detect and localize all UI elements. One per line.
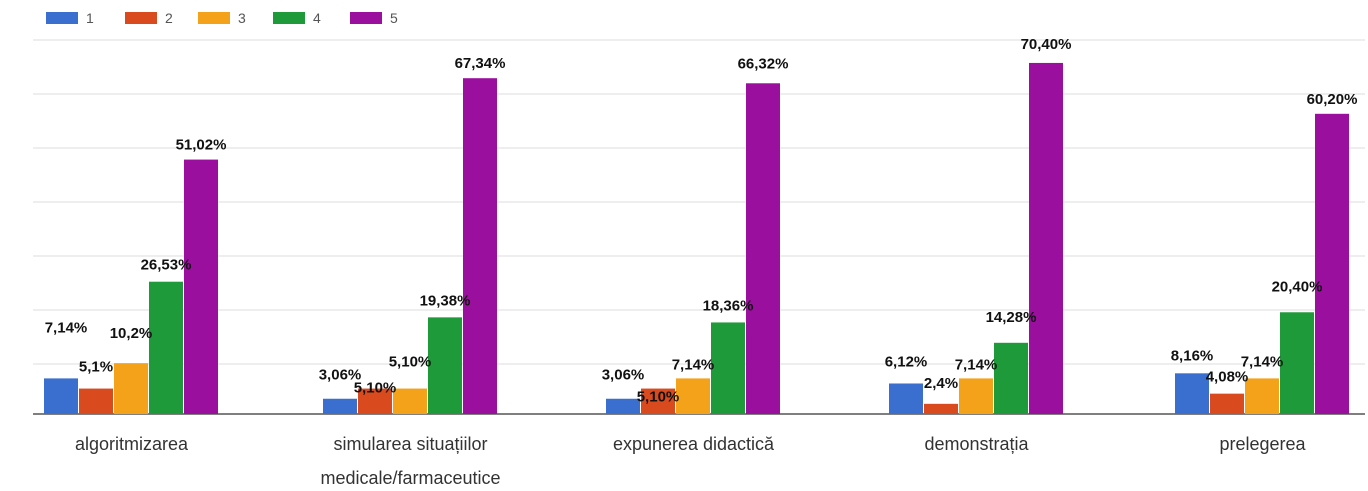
legend-swatch-4: [273, 12, 305, 24]
gridlines: [33, 39, 1365, 415]
data-label-series-4-cat-4: 14,28%: [986, 309, 1037, 326]
data-label-series-5-cat-5: 60,20%: [1307, 91, 1358, 108]
bar-series-3-cat-1: [114, 363, 148, 414]
category-label-3: expunerea didactică: [613, 434, 775, 454]
legend: 1 2 3 4 5: [46, 10, 398, 26]
bar-series-4-cat-4: [994, 342, 1028, 414]
data-label-series-1-cat-1: 7,14%: [45, 319, 88, 336]
data-label-series-1-cat-5: 8,16%: [1171, 347, 1214, 364]
category-label-5: prelegerea: [1219, 434, 1306, 454]
data-label-series-3-cat-1: 10,2%: [110, 325, 153, 342]
data-label-series-4-cat-2: 19,38%: [420, 292, 471, 309]
bar-series-2-cat-5: [1210, 393, 1244, 414]
legend-swatch-3: [198, 12, 230, 24]
legend-label-1: 1: [86, 10, 94, 26]
legend-label-3: 3: [238, 10, 246, 26]
category-label-2-line-1: simularea situațiilor: [333, 434, 487, 454]
data-label-series-4-cat-3: 18,36%: [703, 297, 754, 314]
bar-series-4-cat-1: [149, 281, 183, 414]
data-labels: 7,14% 3,06% 3,06% 6,12% 8,16% 5,1% 5,10% 5,10% 2…: [45, 36, 1358, 406]
bar-series-5-cat-3: [746, 83, 780, 414]
data-label-series-1-cat-3: 3,06%: [602, 367, 645, 384]
category-label-4: demonstrația: [924, 434, 1029, 454]
bar-series-4-cat-3: [711, 322, 745, 414]
data-label-series-3-cat-5: 7,14%: [1241, 353, 1284, 370]
bar-series-3-cat-4: [959, 378, 993, 414]
bar-series-5-cat-4: [1029, 62, 1063, 415]
category-labels: algoritmizarea simularea situațiilor medic…: [75, 434, 1307, 488]
data-label-series-3-cat-2: 5,10%: [389, 354, 432, 371]
data-label-series-5-cat-4: 70,40%: [1021, 36, 1072, 53]
bar-series-2-cat-2: [358, 388, 392, 414]
data-label-series-4-cat-1: 26,53%: [141, 257, 192, 274]
data-label-series-4-cat-5: 20,40%: [1272, 278, 1323, 295]
bar-series-2-cat-1: [79, 388, 113, 414]
data-label-series-3-cat-4: 7,14%: [955, 356, 998, 373]
data-label-series-5-cat-1: 51,02%: [176, 137, 227, 154]
legend-swatch-2: [125, 12, 157, 24]
data-label-series-2-cat-2: 5,10%: [354, 380, 397, 397]
bar-series-3-cat-3: [676, 378, 710, 414]
data-label-series-5-cat-2: 67,34%: [455, 55, 506, 72]
data-label-series-2-cat-5: 4,08%: [1206, 369, 1249, 386]
legend-swatch-5: [350, 12, 382, 24]
data-label-series-2-cat-4: 2,4%: [924, 375, 958, 392]
bar-series-5-cat-5: [1315, 113, 1349, 414]
category-label-2-line-2: medicale/farmaceutice: [320, 468, 500, 488]
legend-label-2: 2: [165, 10, 173, 26]
category-label-1: algoritmizarea: [75, 434, 189, 454]
legend-swatch-1: [46, 12, 78, 24]
bar-series-1-cat-4: [889, 383, 923, 414]
bar-series-3-cat-5: [1245, 378, 1279, 414]
bar-series-1-cat-1: [44, 378, 78, 414]
bar-series-5-cat-2: [463, 78, 497, 414]
bar-series-2-cat-4: [924, 403, 958, 414]
bar-series-5-cat-1: [184, 159, 218, 414]
bar-series-1-cat-3: [606, 398, 640, 414]
legend-label-5: 5: [390, 10, 398, 26]
data-label-series-2-cat-3: 5,10%: [637, 389, 680, 406]
bar-series-1-cat-5: [1175, 373, 1209, 414]
legend-label-4: 4: [313, 10, 321, 26]
data-label-series-1-cat-2: 3,06%: [319, 367, 362, 384]
bar-series-4-cat-2: [428, 317, 462, 414]
bar-series-1-cat-2: [323, 398, 357, 414]
data-label-series-5-cat-3: 66,32%: [738, 55, 789, 72]
data-label-series-1-cat-4: 6,12%: [885, 353, 928, 370]
bar-series-2-cat-3: [641, 388, 675, 414]
data-label-series-3-cat-3: 7,14%: [672, 356, 715, 373]
data-label-series-2-cat-1: 5,1%: [79, 359, 113, 376]
bar-series-3-cat-2: [393, 388, 427, 414]
bar-series-4-cat-5: [1280, 312, 1314, 414]
bars: [44, 62, 1349, 415]
